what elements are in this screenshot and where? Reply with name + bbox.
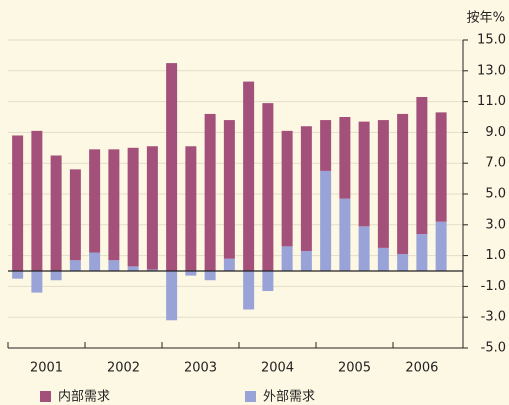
x-group-label: 2002 [107,361,140,376]
bar [50,155,62,271]
y-unit: 按年% [467,11,505,26]
bar [320,170,332,271]
bar [31,130,43,271]
legend-swatch [245,391,256,402]
bar [89,149,101,253]
x-group-label: 2006 [405,361,438,376]
bar [204,113,216,271]
bar [358,121,370,227]
legend-label: 外部需求 [263,390,315,405]
bar [416,96,428,235]
legend-swatch [40,391,51,402]
bar [416,234,428,271]
bar [397,113,409,255]
y-tick-label: 13.0 [477,63,506,78]
bar [204,271,216,281]
bar [31,271,43,293]
bar [281,246,293,271]
x-group-label: 2004 [261,361,294,376]
x-group-label: 2003 [184,361,217,376]
bar [339,117,351,199]
bar [69,169,81,261]
bar [300,250,312,271]
bar [435,221,447,271]
bar [243,81,255,271]
y-tick-label: 5.0 [485,187,506,202]
bar [108,260,120,271]
bar [89,252,101,271]
bar [435,112,447,222]
bar [185,271,197,276]
bar [223,258,235,271]
bar [223,120,235,259]
legend-label: 内部需求 [58,389,110,405]
y-tick-label: 15.0 [477,33,506,48]
bar [300,126,312,251]
bar [166,63,178,271]
bar [146,269,158,271]
bar [262,103,274,271]
bar [358,226,370,271]
y-tick-label: 3.0 [485,217,506,232]
bar [243,271,255,310]
bar [320,120,332,171]
bar [281,130,293,247]
y-tick-label: 11.0 [477,94,506,109]
bar [262,271,274,292]
x-group-label: 2001 [30,361,63,376]
bar [377,120,389,248]
bar [166,271,178,321]
bar [185,146,197,271]
bar [12,271,24,279]
y-tick-label: 9.0 [485,125,506,140]
bar [397,254,409,271]
bar [12,135,24,271]
y-tick-label: -1.0 [481,279,506,294]
y-tick-label: -3.0 [481,310,506,325]
bar [377,247,389,271]
bar [50,271,62,281]
bar [127,147,139,267]
bar [146,146,158,270]
y-tick-label: 1.0 [485,248,506,263]
y-tick-label: 7.0 [485,156,506,171]
bar [127,266,139,271]
x-group-label: 2005 [338,361,371,376]
bar [108,149,120,261]
bar [339,198,351,271]
y-tick-label: -5.0 [481,341,506,356]
bar [69,260,81,271]
